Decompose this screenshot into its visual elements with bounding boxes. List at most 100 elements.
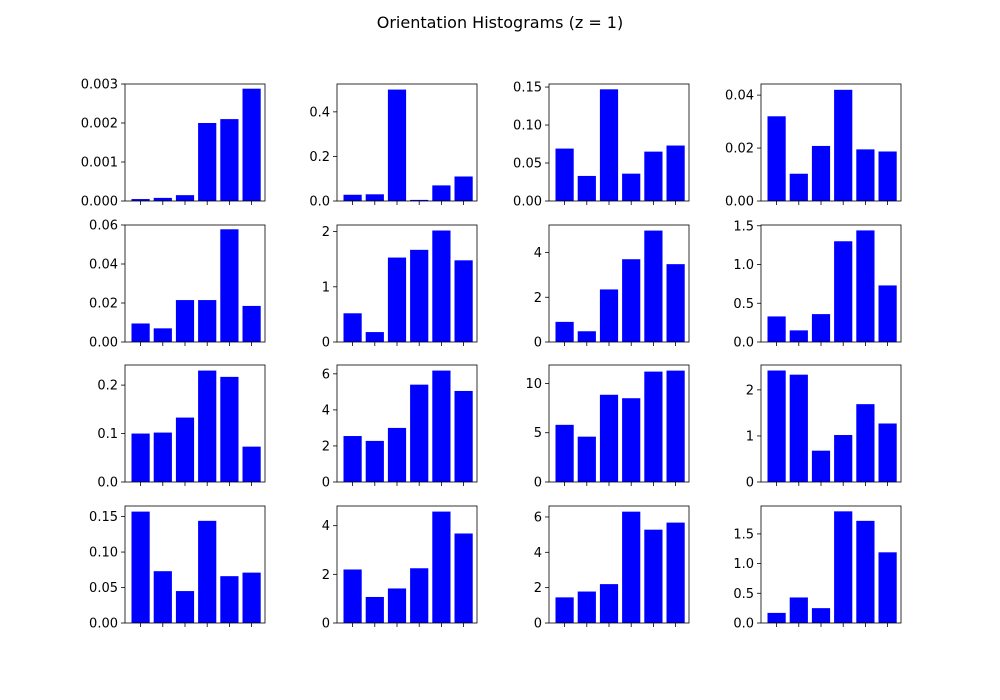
bar [878, 423, 897, 482]
y-tick-label: 0.15 [89, 510, 118, 525]
y-tick-label: 1.0 [733, 557, 754, 572]
y-tick-label: 2 [322, 439, 330, 454]
bar [153, 432, 172, 482]
bar [153, 571, 172, 623]
bar [834, 89, 853, 201]
y-tick-label: 0 [534, 336, 542, 351]
bar [198, 300, 217, 342]
bar [834, 511, 853, 623]
bar [666, 264, 685, 342]
bar [242, 446, 261, 482]
y-tick-label: 0.4 [309, 105, 330, 120]
bar [242, 572, 261, 623]
bar [432, 230, 451, 342]
subplot-2-1: 0.00 0.02 0.04 0.06 [89, 219, 266, 351]
bar [131, 433, 150, 482]
bar [555, 321, 574, 342]
subplot-3-1: 0.0 0.1 0.2 [97, 364, 266, 491]
y-tick-label: 0 [746, 476, 754, 491]
bar [454, 260, 473, 342]
y-tick-label: 2 [534, 581, 542, 596]
bar [644, 371, 663, 482]
bar [856, 149, 875, 201]
axes-frame [760, 224, 902, 343]
bar [577, 331, 596, 342]
bar [811, 608, 831, 623]
bar [454, 176, 473, 201]
bar [622, 511, 641, 623]
y-tick-label: 0.04 [89, 258, 118, 273]
bar [622, 173, 641, 201]
bar [387, 427, 407, 482]
bar [131, 511, 150, 623]
y-tick-label: 0.003 [81, 78, 118, 93]
y-tick-label: 0.10 [89, 546, 118, 561]
bar [454, 390, 473, 482]
bar [577, 436, 596, 482]
bar [242, 305, 261, 342]
axes-frame [124, 505, 266, 624]
y-tick-label: 6 [322, 367, 330, 382]
bar [175, 300, 195, 342]
bar [175, 195, 195, 201]
y-tick-label: 0 [534, 476, 542, 491]
y-tick-label: 6 [534, 510, 542, 525]
bar [811, 450, 831, 482]
y-tick-label: 0.002 [81, 117, 118, 132]
bar [454, 533, 473, 623]
bar [789, 173, 808, 201]
axes-frame [548, 364, 690, 483]
y-tick-label: 0.5 [733, 297, 754, 312]
subplot-4-3: 0 2 4 6 [534, 505, 690, 632]
bar [767, 370, 786, 482]
bar [220, 576, 239, 623]
bar [410, 384, 429, 482]
bar [856, 520, 875, 623]
y-tick-label: 10 [525, 377, 542, 392]
bar [878, 151, 897, 201]
bar [220, 376, 239, 482]
y-tick-label: 0.00 [725, 195, 754, 210]
bar [432, 511, 451, 623]
bar [878, 552, 897, 623]
subplot-1-4: 0.00 0.02 0.04 [725, 83, 902, 210]
y-tick-label: 1.5 [733, 527, 754, 542]
y-tick-label: 0.15 [513, 81, 542, 96]
bar [789, 374, 808, 482]
subplot-4-1: 0.00 0.05 0.10 0.15 [89, 505, 266, 632]
y-tick-label: 0.2 [97, 379, 118, 394]
axes-frame [336, 83, 478, 202]
axes-frame [336, 364, 478, 483]
bar [432, 370, 451, 482]
y-tick-label: 0.05 [89, 581, 118, 596]
bar [856, 230, 875, 342]
y-tick-label: 1 [322, 280, 330, 295]
axes-frame [760, 364, 902, 483]
bar [410, 249, 429, 342]
bar [555, 597, 574, 623]
y-tick-label: 1.5 [733, 219, 754, 234]
bar [343, 313, 362, 342]
bar [175, 417, 195, 482]
y-tick-label: 2 [322, 225, 330, 240]
bar [198, 370, 217, 482]
y-tick-label: 0.02 [725, 142, 754, 157]
bar [767, 116, 786, 201]
bar [343, 569, 362, 623]
subplot-1-1: 0.000 0.001 0.002 0.003 [81, 78, 266, 210]
bar [622, 398, 641, 482]
bar [811, 314, 831, 342]
bar [365, 596, 384, 623]
axes-frame [548, 83, 690, 202]
bar [365, 440, 384, 482]
subplot-1-3: 0.00 0.05 0.10 0.15 [513, 81, 690, 210]
y-tick-label: 5 [534, 426, 542, 441]
y-tick-label: 4 [534, 246, 542, 261]
axes-frame [336, 224, 478, 343]
bar [834, 435, 853, 482]
y-tick-label: 0 [322, 476, 330, 491]
y-tick-label: 0 [322, 617, 330, 632]
bar [432, 185, 451, 201]
